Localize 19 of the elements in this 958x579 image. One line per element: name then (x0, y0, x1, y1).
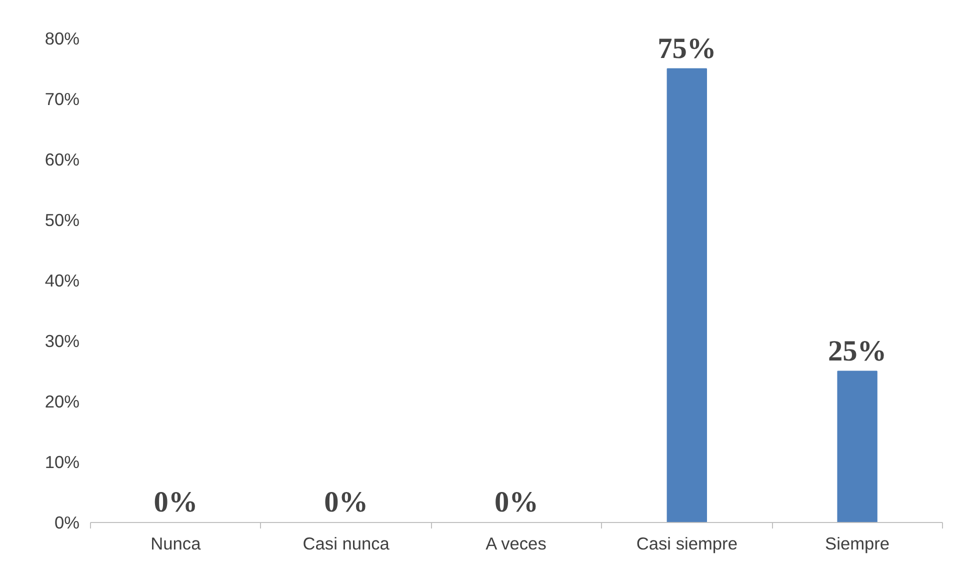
data-label: 25% (828, 335, 887, 368)
x-tick-label: Casi siempre (636, 534, 738, 554)
y-tick-label: 50% (44, 210, 80, 230)
data-label: 75% (658, 32, 716, 65)
y-tick-label: 10% (44, 452, 80, 472)
data-label: 0% (494, 486, 539, 518)
y-tick-label: 40% (44, 270, 80, 290)
x-tick-label: Nunca (150, 534, 202, 554)
x-tick-label: A veces (486, 534, 547, 554)
y-tick-label: 0% (54, 512, 80, 532)
data-label: 0% (154, 486, 198, 518)
y-tick-label: 80% (44, 28, 80, 48)
y-tick-label: 60% (44, 150, 80, 170)
y-tick-label: 30% (44, 331, 80, 351)
y-tick-label: 20% (44, 392, 80, 412)
x-tick-label: Casi nunca (302, 534, 390, 554)
y-tick-label: 70% (44, 89, 80, 109)
data-label: 0% (324, 486, 368, 518)
x-tick-label: Siempre (825, 534, 890, 554)
